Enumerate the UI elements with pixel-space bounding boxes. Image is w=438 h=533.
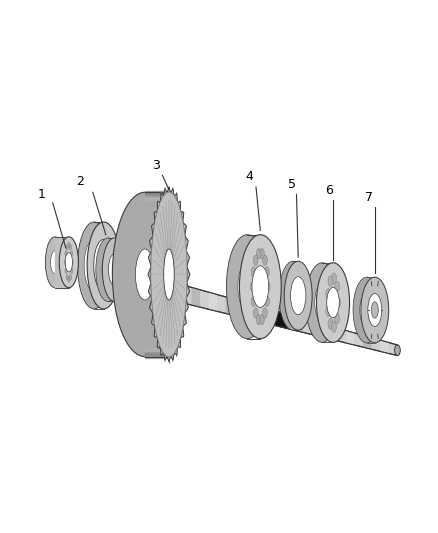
Polygon shape (123, 268, 131, 290)
Ellipse shape (102, 238, 127, 302)
Polygon shape (363, 335, 372, 349)
Polygon shape (329, 326, 337, 341)
Ellipse shape (335, 313, 339, 324)
Ellipse shape (68, 242, 70, 248)
Ellipse shape (78, 222, 111, 309)
Ellipse shape (85, 259, 92, 280)
Ellipse shape (265, 296, 269, 306)
Ellipse shape (353, 277, 381, 343)
Ellipse shape (151, 192, 187, 357)
Polygon shape (88, 259, 97, 282)
Polygon shape (269, 309, 291, 329)
Ellipse shape (361, 277, 389, 343)
Ellipse shape (226, 235, 268, 338)
Ellipse shape (332, 321, 336, 332)
Polygon shape (380, 340, 389, 353)
Ellipse shape (306, 263, 339, 342)
Ellipse shape (279, 261, 307, 330)
Ellipse shape (326, 305, 331, 317)
Text: 2: 2 (76, 175, 84, 188)
Polygon shape (148, 187, 190, 362)
Text: 6: 6 (325, 184, 332, 197)
Ellipse shape (360, 293, 374, 327)
Ellipse shape (335, 281, 339, 292)
Ellipse shape (68, 277, 70, 282)
Ellipse shape (71, 268, 73, 274)
Ellipse shape (263, 255, 267, 265)
Ellipse shape (46, 237, 64, 288)
Ellipse shape (327, 287, 339, 318)
Ellipse shape (66, 245, 68, 250)
Ellipse shape (326, 289, 331, 300)
Text: 7: 7 (365, 191, 373, 204)
Polygon shape (208, 292, 217, 311)
Ellipse shape (71, 260, 73, 265)
Polygon shape (140, 273, 148, 295)
Ellipse shape (368, 294, 382, 326)
Ellipse shape (254, 255, 258, 265)
Ellipse shape (64, 260, 67, 265)
Ellipse shape (65, 253, 72, 272)
Ellipse shape (290, 277, 306, 314)
Text: 4: 4 (246, 170, 254, 183)
Text: 3: 3 (152, 159, 160, 172)
Ellipse shape (395, 345, 400, 356)
Ellipse shape (109, 254, 120, 286)
Ellipse shape (65, 251, 67, 256)
Ellipse shape (238, 263, 257, 310)
Ellipse shape (69, 245, 71, 250)
Ellipse shape (260, 314, 264, 325)
Polygon shape (174, 282, 183, 303)
Ellipse shape (265, 267, 269, 277)
Polygon shape (294, 316, 303, 333)
Ellipse shape (328, 276, 333, 287)
Polygon shape (243, 302, 251, 320)
Ellipse shape (260, 248, 264, 259)
Ellipse shape (265, 281, 270, 292)
Ellipse shape (87, 222, 120, 309)
Ellipse shape (285, 277, 300, 314)
Ellipse shape (332, 273, 336, 284)
Ellipse shape (252, 266, 268, 308)
Ellipse shape (96, 238, 120, 302)
Ellipse shape (94, 239, 113, 292)
Ellipse shape (256, 314, 261, 325)
Ellipse shape (102, 254, 114, 286)
Ellipse shape (84, 239, 104, 292)
Ellipse shape (371, 302, 378, 318)
Ellipse shape (135, 249, 155, 300)
Ellipse shape (113, 192, 178, 357)
Ellipse shape (59, 237, 78, 288)
Ellipse shape (164, 249, 174, 300)
Polygon shape (346, 330, 354, 345)
Ellipse shape (251, 281, 255, 292)
Ellipse shape (328, 319, 333, 329)
Polygon shape (277, 311, 286, 328)
Text: 1: 1 (38, 189, 46, 201)
Ellipse shape (51, 251, 59, 274)
Ellipse shape (284, 261, 312, 330)
Ellipse shape (151, 192, 187, 357)
Ellipse shape (240, 235, 281, 338)
Polygon shape (311, 321, 320, 337)
Ellipse shape (251, 296, 256, 306)
Ellipse shape (336, 297, 341, 308)
Polygon shape (260, 306, 268, 324)
Ellipse shape (254, 308, 258, 318)
Ellipse shape (251, 267, 256, 277)
Ellipse shape (66, 274, 68, 280)
Ellipse shape (71, 251, 73, 256)
Ellipse shape (317, 263, 350, 342)
Polygon shape (226, 297, 234, 316)
Ellipse shape (263, 308, 267, 318)
Ellipse shape (315, 285, 329, 320)
Polygon shape (88, 259, 397, 356)
Ellipse shape (65, 268, 67, 274)
Polygon shape (106, 263, 114, 286)
Polygon shape (191, 287, 200, 307)
Polygon shape (157, 278, 166, 298)
Text: 5: 5 (288, 178, 296, 191)
Ellipse shape (256, 248, 261, 259)
Ellipse shape (69, 274, 71, 280)
